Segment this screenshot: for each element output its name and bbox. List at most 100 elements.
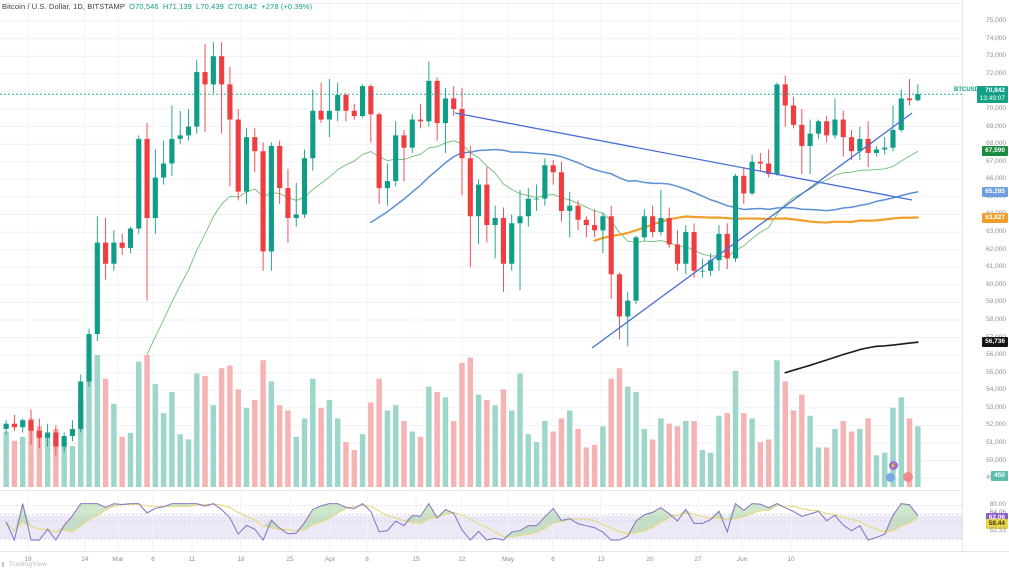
candle-body [558, 172, 565, 211]
oscillator-k-line [5, 502, 919, 542]
candle-body [376, 114, 382, 189]
ma-black-price-badge[interactable]: 56,736 [982, 337, 1008, 348]
oscillator-d-badge[interactable]: 58.44 [985, 518, 1008, 529]
price-tick-label: 53,000 [986, 403, 1006, 411]
volume-bar [69, 446, 76, 487]
candle-body [500, 218, 507, 264]
candle-body [119, 242, 125, 248]
marker-icon-alert[interactable]: ⚡ [889, 461, 898, 470]
candle-body [484, 184, 490, 226]
volume-bar [78, 399, 84, 487]
candle-body [326, 110, 332, 120]
watermark-label: TradingView [9, 561, 47, 568]
price-tick-label: 56,000 [986, 351, 1006, 359]
candle-body [285, 188, 291, 219]
candle-body [583, 219, 589, 226]
volume-bar [757, 442, 764, 487]
oscillator-k-badge[interactable]: 62.06 [985, 512, 1008, 523]
candle-body [848, 137, 855, 152]
time-tick-label: 11 [188, 556, 196, 563]
candle-body [268, 145, 274, 252]
ma-green-price-badge[interactable]: 67,590 [982, 146, 1008, 157]
time-tick-label: 6 [151, 556, 155, 563]
marker-icon-flag-left[interactable] [886, 473, 895, 482]
time-tick-label: 15 [412, 556, 420, 563]
volume-bar [243, 407, 250, 487]
volume-bar [567, 410, 573, 487]
candle-body [683, 232, 689, 264]
volume-bar [194, 373, 200, 487]
price-tick-label: 60,000 [986, 280, 1006, 288]
candle-body [525, 198, 531, 217]
volume-bar [799, 394, 805, 487]
time-tick-label: Jun [736, 556, 748, 563]
candlestick-series [3, 42, 921, 456]
legend-high: H71,139 [162, 2, 192, 11]
tradingview-logo-icon [2, 562, 4, 567]
legend-symbol[interactable]: Bitcoin / U.S. Dollar, 1D, BITSTAMP [2, 2, 125, 11]
oscillator-pane[interactable] [0, 492, 962, 552]
price-tick-label: 69,000 [986, 122, 1006, 130]
price-axis[interactable]: 75,00074,00073,00072,00071,00070,00069,0… [954, 0, 1009, 551]
volume-bar [86, 370, 92, 487]
volume-bar [608, 378, 614, 487]
time-tick-label: 27 [694, 556, 702, 563]
volume-bar [343, 442, 349, 487]
candle-body [28, 420, 34, 431]
candle-body [368, 86, 374, 115]
ma-line-black [784, 341, 919, 374]
volume-bar [293, 436, 299, 487]
volume-bar [641, 428, 648, 487]
price-tick-label: 74,000 [986, 34, 1006, 42]
volume-bar [575, 428, 581, 487]
candle-body [716, 233, 722, 261]
volume-bar [749, 418, 755, 487]
volume-bar [625, 386, 631, 487]
candle-body [907, 98, 913, 101]
candle-body [45, 432, 51, 438]
volume-bar [28, 418, 34, 487]
ma-orange-price-badge[interactable]: 63,827 [982, 212, 1008, 223]
candle-body [790, 105, 797, 125]
time-axis[interactable]: 19 24 Mar 6 11 18 25 Apr 8 15 22 May 6 13 20 27 Jun 10 [0, 552, 962, 574]
candle-body [732, 175, 739, 259]
candle-body [691, 232, 697, 271]
legend-low: L70,439 [196, 2, 224, 11]
price-pane[interactable] [0, 0, 962, 487]
candle-body [185, 126, 192, 136]
candle-body [807, 133, 813, 146]
price-tick-label: 52,000 [986, 421, 1006, 429]
tradingview-watermark: TradingView [2, 561, 47, 568]
price-tick-label: 70,000 [986, 105, 1006, 112]
oscillator-d-line [5, 503, 919, 538]
volume-bar [633, 391, 639, 487]
ma-blue-price-badge[interactable]: 65,285 [982, 186, 1008, 197]
candle-body [94, 242, 100, 335]
candle-body [103, 242, 109, 264]
marker-icon-flag-right[interactable] [903, 472, 913, 482]
candle-body [492, 218, 498, 226]
volume-bar [542, 421, 548, 487]
volume-bar [450, 421, 457, 487]
volume-bar [268, 381, 275, 487]
volume-bar [583, 447, 590, 487]
oscillator-tick-80: 80.00 [989, 500, 1006, 508]
candle-body [857, 138, 863, 152]
current-price-badge[interactable]: 70,842 13:49:07 [976, 86, 1008, 104]
price-tick-label: 73,000 [986, 52, 1006, 60]
candle-body [111, 242, 117, 264]
legend-open: O70,546 [129, 2, 159, 11]
time-tick-label: 6 [551, 556, 555, 563]
candle-body [840, 119, 846, 138]
time-tick-label: Mar [112, 556, 124, 563]
candle-body [144, 138, 150, 219]
chart-legend[interactable]: Bitcoin / U.S. Dollar, 1D, BITSTAMP O70,… [2, 2, 314, 12]
candle-body [741, 175, 747, 194]
time-tick-label: May [501, 556, 515, 563]
volume-bar [558, 418, 565, 487]
volume-price-badge[interactable]: 450 [991, 471, 1008, 481]
price-tick-label: 75,000 [986, 17, 1006, 25]
candle-body [235, 119, 241, 192]
volume-bar [459, 362, 465, 487]
symbol-tag-badge: BTCUSD [954, 87, 979, 94]
